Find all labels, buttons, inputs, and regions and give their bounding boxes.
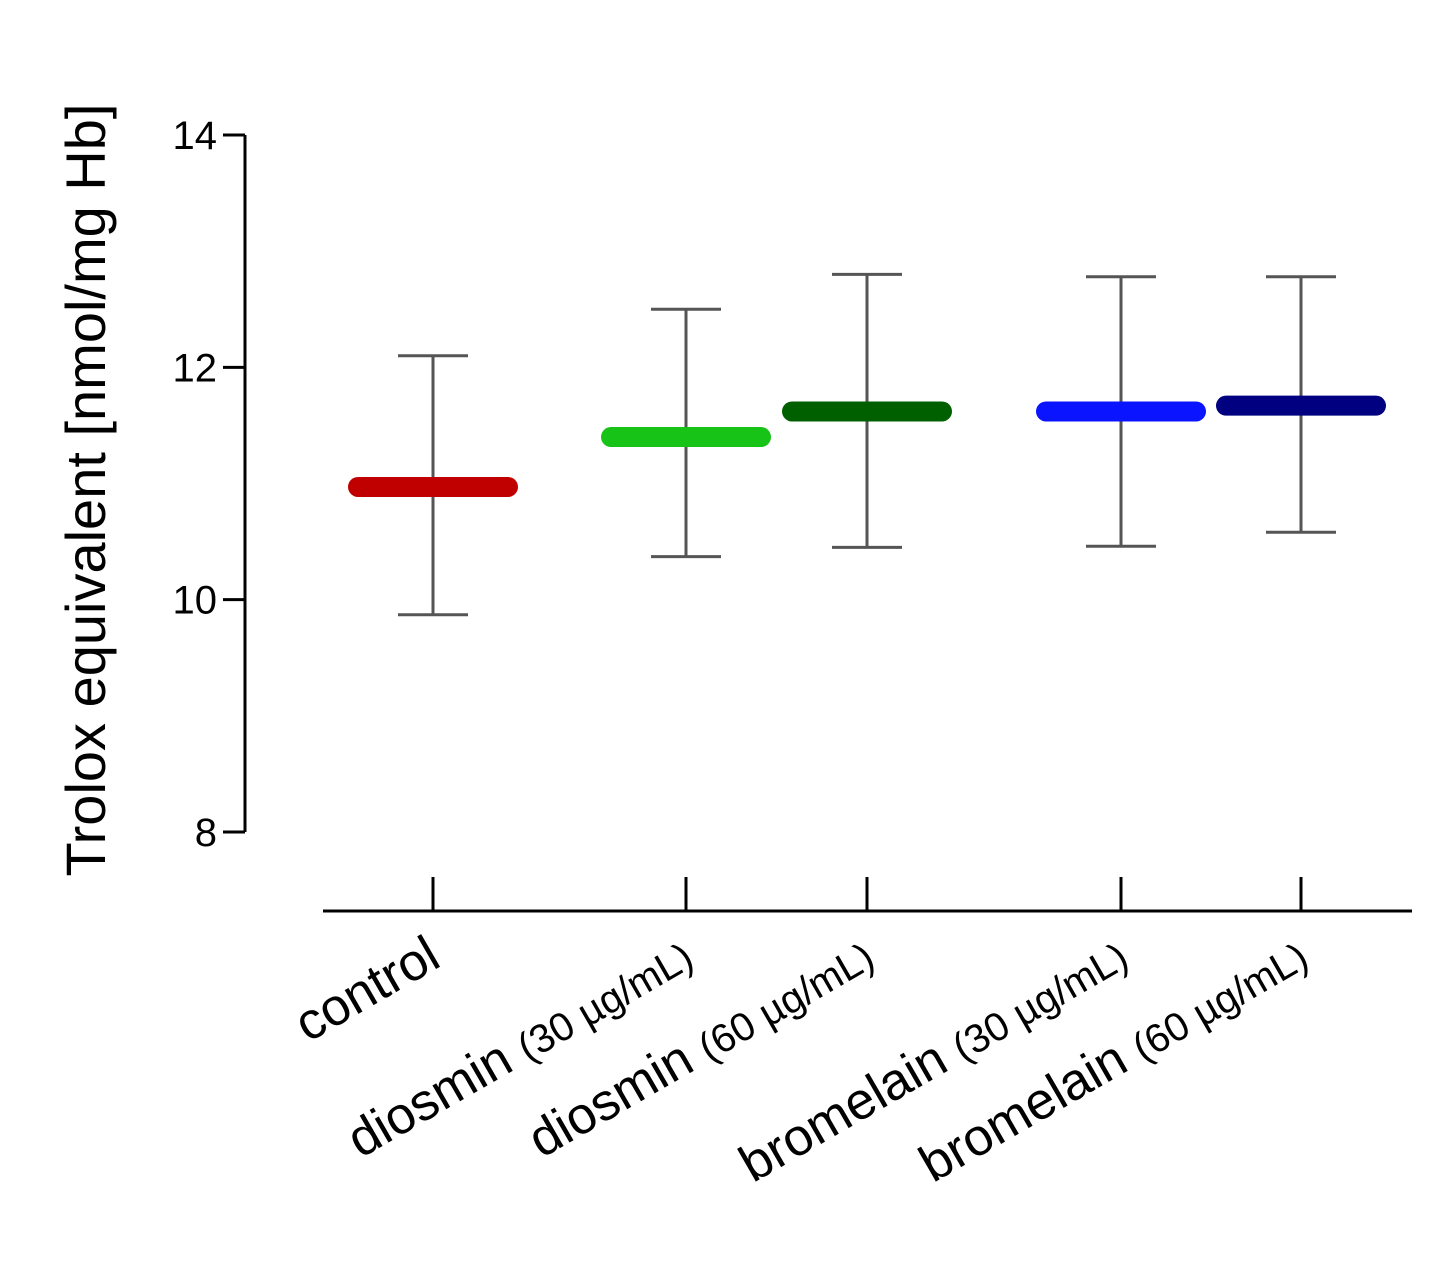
category-name: control [285, 925, 449, 1053]
y-tick-label: 10 [173, 579, 218, 623]
mean-markers [348, 395, 1386, 497]
category-dose: (60 µg/mL) [691, 935, 881, 1070]
y-axis: 8 10 12 14 [173, 114, 247, 855]
y-tick-label: 14 [173, 114, 218, 158]
category-dose: (60 µg/mL) [1125, 935, 1315, 1070]
x-category-label: control [285, 925, 449, 1053]
category-name: bromelain [730, 1029, 957, 1193]
y-tick-label: 12 [173, 346, 218, 390]
y-tick-label: 8 [195, 811, 217, 855]
category-name: diosmin [337, 1029, 521, 1169]
y-axis-label: Trolox equivalent [nmol/mg Hb] [54, 104, 117, 877]
error-bars [398, 272, 1336, 617]
x-axis [323, 877, 1412, 913]
category-name: bromelain [910, 1029, 1137, 1193]
